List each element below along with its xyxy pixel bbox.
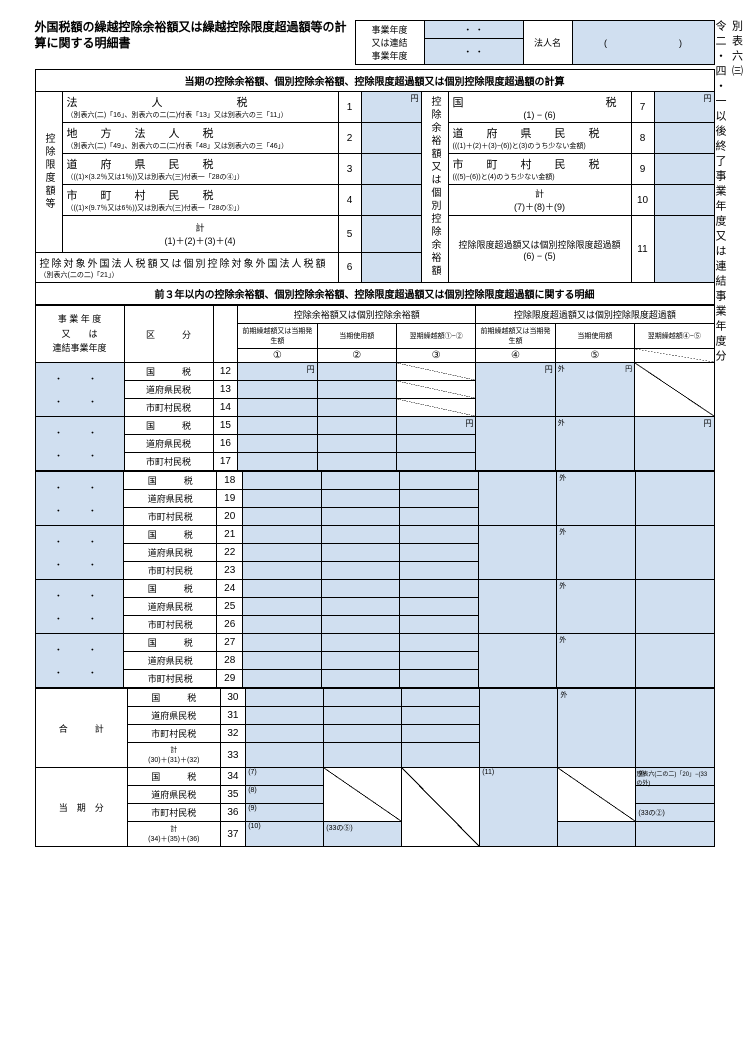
doc-title: 外国税額の繰越控除余裕額又は繰越控除限度超過額等の計算に関する明細書 [35,20,355,51]
main-table: 当期の控除余裕額、個別控除余裕額、控除限度超過額又は個別控除限度超過額の計算 控… [35,69,715,305]
section1: 当期の控除余裕額、個別控除余裕額、控除限度超過額又は個別控除限度超過額の計算 [35,70,714,92]
side-heading: 別表六㈢ [728,20,745,365]
side-sub: 令二・四・一以後終了事業年度又は連結事業年度分 [712,20,729,365]
header-table: 事業年度 又は連結 事業年度 ・ ・ 法人名 ( ) ・ ・ [355,20,715,65]
left-vert: 控除限度額等 [35,92,62,253]
section2: 前３年以内の控除余裕額、個別控除余裕額、控除限度超過額又は個別控除限度超過額に関… [35,283,714,305]
goukei-table: 合 計 国 税 30 外 道府県民税31 市町村民税32 計 (30)＋(31)… [35,688,715,847]
right-vert: 控除余裕額又は個別控除余裕額 [421,92,448,283]
corp-name-field[interactable]: ( ) [572,21,714,65]
detail-table: 事 業 年 度又 は連結事業年度 区 分 控除余裕額又は個別控除余裕額 控除限度… [35,305,715,471]
